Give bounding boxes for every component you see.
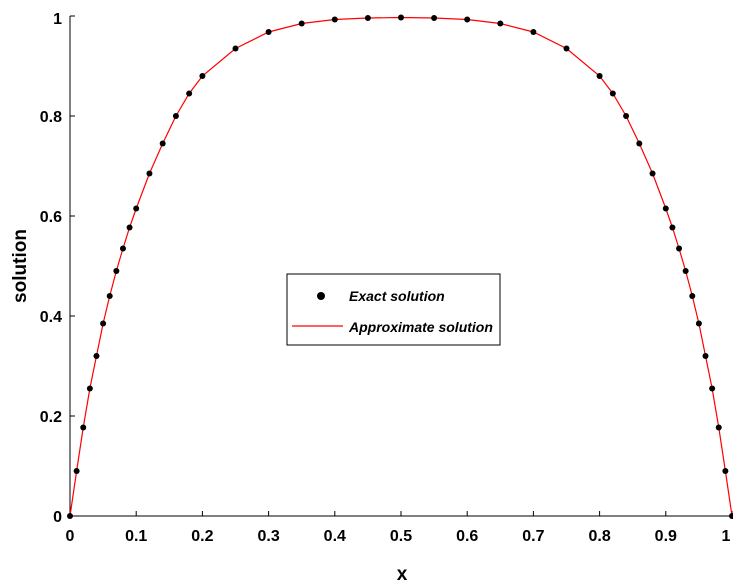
x-tick-label: 0.4 [324,528,346,545]
x-tick-label: 0.8 [588,528,610,545]
y-tick-label: 0.2 [40,409,62,426]
exact-solution-point [265,29,272,35]
exact-solution-point [662,205,669,212]
legend: Exact solution Approximate solution [286,273,501,346]
x-tick-label: 0.6 [456,528,478,545]
exact-solution-point [146,170,153,177]
y-tick-label: 0.4 [40,309,62,326]
y-tick-label: 1 [53,11,62,28]
exact-solution-point [609,90,616,97]
exact-solution-point [722,468,729,474]
y-tick-label: 0 [53,509,62,526]
exact-solution-point [464,16,471,23]
exact-solution-point [364,15,371,21]
exact-solution-point [73,468,80,474]
exact-solution-point [695,320,702,327]
exact-solution-point [93,353,100,359]
x-tick-group: 0 0.1 0.2 0.3 0.4 0.5 0.6 0.7 0.8 0.9 1 [66,511,733,545]
exact-solution-point [331,16,338,23]
exact-solution-point [669,224,676,231]
exact-solution-point [298,20,305,27]
x-tick-label: 1 [722,528,731,545]
exact-solution-point [398,14,404,21]
exact-solution-point [676,245,683,252]
exact-solution-point [80,424,87,431]
y-tick-group: 0 0.2 0.4 0.6 0.8 1 [40,11,75,526]
exact-solution-point [497,20,504,27]
exact-solution-point [113,268,120,274]
exact-solution-point [431,15,438,21]
exact-solution-point [232,45,239,52]
legend-marker-exact [317,292,325,300]
exact-solution-point [715,424,722,431]
exact-solution-point [133,205,140,212]
exact-solution-point [649,170,656,177]
y-tick-label: 0.6 [40,209,62,226]
exact-solution-point [186,90,193,97]
exact-solution-point [623,113,630,119]
exact-solution-point [172,113,179,119]
x-tick-label: 0.7 [522,528,544,545]
exact-solution-point [126,224,133,231]
x-tick-label: 0.9 [655,528,677,545]
exact-solution-point [729,513,733,519]
legend-box [286,273,501,346]
exact-solution-point [199,73,206,79]
exact-solution-point [596,73,603,79]
x-tick-label: 0 [66,528,75,545]
exact-solution-point [86,385,93,392]
exact-solution-point [530,29,537,35]
exact-solution-point [636,140,643,147]
x-tick-label: 0.1 [125,528,147,545]
exact-solution-point [119,245,126,252]
x-tick-label: 0.2 [191,528,213,545]
exact-solution-point [563,45,570,52]
exact-solution-point [682,268,689,274]
exact-solution-point [159,140,166,147]
exact-solution-point [106,293,113,299]
exact-solution-point [67,513,73,519]
x-axis-title: x [397,564,408,585]
y-axis-title: solution [10,229,31,303]
legend-label-exact: Exact solution [349,288,445,304]
exact-solution-point [702,353,709,359]
legend-label-approximate: Approximate solution [348,319,493,335]
exact-solution-point [709,385,716,392]
y-tick-label: 0.8 [40,109,62,126]
exact-solution-point [100,320,107,327]
exact-solution-point [689,293,696,299]
x-tick-label: 0.5 [390,528,412,545]
x-tick-label: 0.3 [257,528,279,545]
exact-solution-markers [67,14,733,519]
